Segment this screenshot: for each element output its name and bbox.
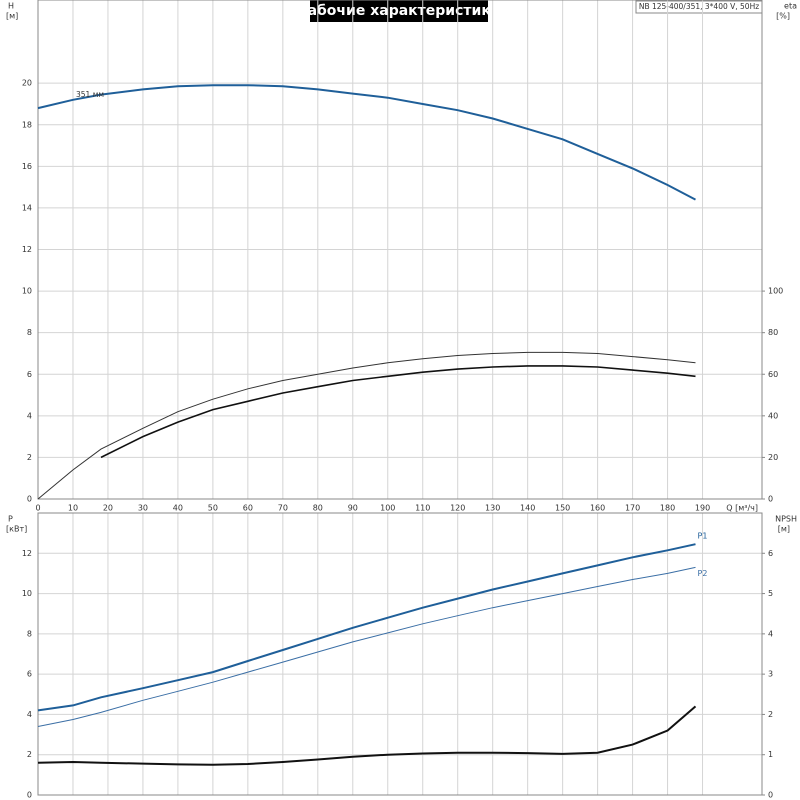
x-tick-label: 90	[348, 504, 358, 513]
x-tick-label: 30	[138, 504, 148, 513]
series-line	[37, 351, 696, 500]
info-text: NB 125-400/351, 3*400 V, 50Hz	[639, 2, 759, 11]
y-axis-unit: [кВт]	[6, 525, 27, 534]
x-tick-label: 40	[173, 504, 183, 513]
y-axis-label: P	[8, 515, 13, 524]
y2-axis-unit: [%]	[776, 12, 790, 21]
y2-tick-label: 5	[768, 589, 773, 598]
x-tick-label: 140	[520, 504, 535, 513]
x-tick-label: 50	[208, 504, 218, 513]
y-tick-label: 0	[27, 495, 32, 504]
x-tick-label: 120	[450, 504, 465, 513]
y-tick-label: 6	[27, 370, 32, 379]
y2-tick-label: 20	[768, 453, 778, 462]
series-line	[37, 543, 696, 712]
y2-axis-label: eta	[784, 2, 797, 11]
x-tick-label: 80	[313, 504, 323, 513]
x-tick-label: 130	[485, 504, 500, 513]
y2-tick-label: 4	[768, 629, 773, 638]
x-tick-label: 60	[243, 504, 253, 513]
y-tick-label: 4	[27, 411, 32, 420]
y2-tick-label: 2	[768, 710, 773, 719]
y-tick-label: 10	[22, 589, 32, 598]
plot-frame	[37, 0, 763, 500]
y-tick-label: 2	[27, 750, 32, 759]
x-tick-label: 160	[590, 504, 605, 513]
x-tick-label: 150	[555, 504, 570, 513]
series-label: P2	[698, 569, 708, 578]
y2-tick-label: 60	[768, 370, 778, 379]
y-axis-label: H	[8, 2, 14, 11]
y2-tick-label: 1	[768, 750, 773, 759]
title-box	[310, 0, 488, 22]
x-tick-label: 10	[68, 504, 78, 513]
y2-tick-label: 0	[768, 791, 773, 800]
y2-tick-label: 0	[768, 495, 773, 504]
series-line	[37, 84, 696, 201]
x-axis-label: Q [м³/ч]	[726, 504, 758, 513]
y-tick-label: 8	[27, 328, 32, 337]
y-tick-label: 12	[22, 549, 32, 558]
y-tick-label: 14	[22, 203, 32, 212]
x-tick-label: 0	[35, 504, 40, 513]
x-tick-label: 110	[415, 504, 430, 513]
chart-title: Рабочие характеристики	[297, 3, 500, 19]
y-tick-label: 12	[22, 245, 32, 254]
y-axis-unit: [м]	[6, 12, 18, 21]
x-tick-label: 180	[660, 504, 675, 513]
y-tick-label: 20	[22, 79, 32, 88]
y2-tick-label: 40	[768, 411, 778, 420]
y-tick-label: 0	[27, 791, 32, 800]
series-line	[37, 566, 696, 727]
plot-frame	[37, 512, 763, 796]
x-tick-label: 170	[625, 504, 640, 513]
series-label: P1	[698, 532, 708, 541]
y-tick-label: 8	[27, 629, 32, 638]
y2-tick-label: 3	[768, 670, 773, 679]
y2-tick-label: 80	[768, 328, 778, 337]
x-tick-label: 70	[278, 504, 288, 513]
x-tick-label: 100	[380, 504, 395, 513]
y2-axis-unit: [м]	[778, 525, 790, 534]
y-tick-label: 4	[27, 710, 32, 719]
x-tick-label: 190	[695, 504, 710, 513]
series-label: 351 мм	[76, 90, 104, 99]
y-tick-label: 16	[22, 162, 32, 171]
y-tick-label: 18	[22, 120, 32, 129]
y2-tick-label: 100	[768, 287, 783, 296]
y2-tick-label: 6	[768, 549, 773, 558]
y-tick-label: 6	[27, 670, 32, 679]
y-tick-label: 2	[27, 453, 32, 462]
series-line	[100, 365, 696, 459]
y-tick-label: 10	[22, 287, 32, 296]
series-line	[37, 705, 697, 766]
y2-axis-label: NPSH	[775, 515, 797, 524]
x-tick-label: 20	[103, 504, 113, 513]
